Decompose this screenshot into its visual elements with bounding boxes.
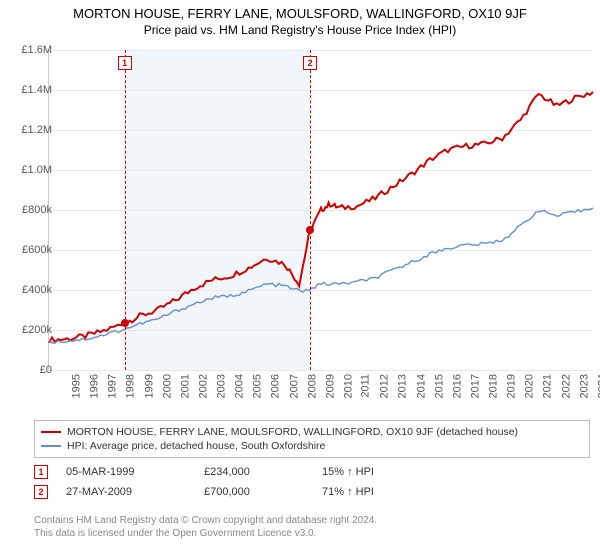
x-tick-label: 2024	[596, 374, 600, 398]
y-tick-label: £200k	[22, 324, 52, 336]
transaction-hpi: 71% ↑ HPI	[322, 486, 442, 498]
legend-row: HPI: Average price, detached house, Sout…	[41, 439, 583, 453]
x-tick-label: 2023	[578, 374, 590, 398]
transaction-rows: 1 05-MAR-1999 £234,000 15% ↑ HPI 2 27-MAY-200…	[34, 462, 590, 502]
legend-swatch	[41, 431, 61, 433]
x-tick-label: 2019	[506, 374, 518, 398]
transaction-date: 27-MAY-2009	[66, 486, 186, 498]
x-tick-label: 2014	[415, 374, 427, 398]
x-tick-label: 2021	[542, 374, 554, 398]
footer-line-2: This data is licensed under the Open Gov…	[34, 527, 377, 540]
y-tick-label: £0	[40, 364, 52, 376]
x-tick-label: 1999	[143, 374, 155, 398]
x-tick-label: 2017	[469, 374, 481, 398]
legend-label: MORTON HOUSE, FERRY LANE, MOULSFORD, WAL…	[67, 426, 518, 438]
x-tick-label: 2006	[270, 374, 282, 398]
x-tick-label: 1995	[70, 374, 82, 398]
transaction-row: 2 27-MAY-2009 £700,000 71% ↑ HPI	[34, 482, 590, 502]
x-tick-label: 2013	[397, 374, 409, 398]
gridline	[49, 370, 593, 371]
x-tick-label: 2007	[288, 374, 300, 398]
event-vline	[310, 50, 311, 370]
x-tick-label: 2011	[360, 374, 372, 398]
event-marker-box: 1	[118, 56, 132, 70]
footer-attribution: Contains HM Land Registry data © Crown c…	[34, 514, 377, 540]
legend-swatch	[41, 445, 61, 446]
transaction-date: 05-MAR-1999	[66, 466, 186, 478]
x-tick-label: 1998	[125, 374, 137, 398]
legend-label: HPI: Average price, detached house, Sout…	[67, 440, 325, 452]
x-tick-label: 2020	[524, 374, 536, 398]
sale-point-dot	[121, 319, 129, 327]
event-marker-box: 2	[303, 56, 317, 70]
x-tick-label: 2005	[252, 374, 264, 398]
chart-container: MORTON HOUSE, FERRY LANE, MOULSFORD, WAL…	[0, 0, 600, 560]
transaction-row: 1 05-MAR-1999 £234,000 15% ↑ HPI	[34, 462, 590, 482]
footer-line-1: Contains HM Land Registry data © Crown c…	[34, 514, 377, 527]
x-tick-label: 1997	[107, 374, 119, 398]
x-tick-label: 2010	[342, 374, 354, 398]
series-svg	[49, 50, 593, 370]
y-tick-label: £1.6M	[21, 44, 52, 56]
legend-box: MORTON HOUSE, FERRY LANE, MOULSFORD, WAL…	[34, 420, 590, 458]
x-tick-label: 2002	[197, 374, 209, 398]
chart-title: MORTON HOUSE, FERRY LANE, MOULSFORD, WAL…	[0, 0, 600, 21]
x-tick-label: 2001	[179, 374, 191, 398]
y-tick-label: £1.4M	[21, 84, 52, 96]
x-tick-label: 2015	[433, 374, 445, 398]
transaction-marker: 1	[34, 465, 48, 479]
series-property	[49, 92, 593, 343]
y-tick-label: £800k	[22, 204, 52, 216]
transaction-marker: 2	[34, 485, 48, 499]
x-tick-label: 2000	[161, 374, 173, 398]
x-tick-label: 2016	[451, 374, 463, 398]
x-tick-label: 2018	[488, 374, 500, 398]
sale-point-dot	[306, 226, 314, 234]
x-tick-label: 2012	[379, 374, 391, 398]
x-tick-label: 2003	[216, 374, 228, 398]
chart-subtitle: Price paid vs. HM Land Registry's House …	[0, 21, 600, 37]
x-tick-label: 2008	[306, 374, 318, 398]
y-tick-label: £400k	[22, 284, 52, 296]
x-tick-label: 2004	[234, 374, 246, 398]
transaction-price: £234,000	[204, 466, 304, 478]
y-tick-label: £1.0M	[21, 164, 52, 176]
transaction-hpi: 15% ↑ HPI	[322, 466, 442, 478]
x-tick-label: 1996	[89, 374, 101, 398]
y-tick-label: £600k	[22, 244, 52, 256]
x-tick-label: 2022	[560, 374, 572, 398]
legend-row: MORTON HOUSE, FERRY LANE, MOULSFORD, WAL…	[41, 425, 583, 439]
y-tick-label: £1.2M	[21, 124, 52, 136]
transaction-price: £700,000	[204, 486, 304, 498]
plot-area: 12	[48, 50, 593, 371]
series-hpi	[49, 208, 593, 343]
x-tick-label: 2009	[324, 374, 336, 398]
